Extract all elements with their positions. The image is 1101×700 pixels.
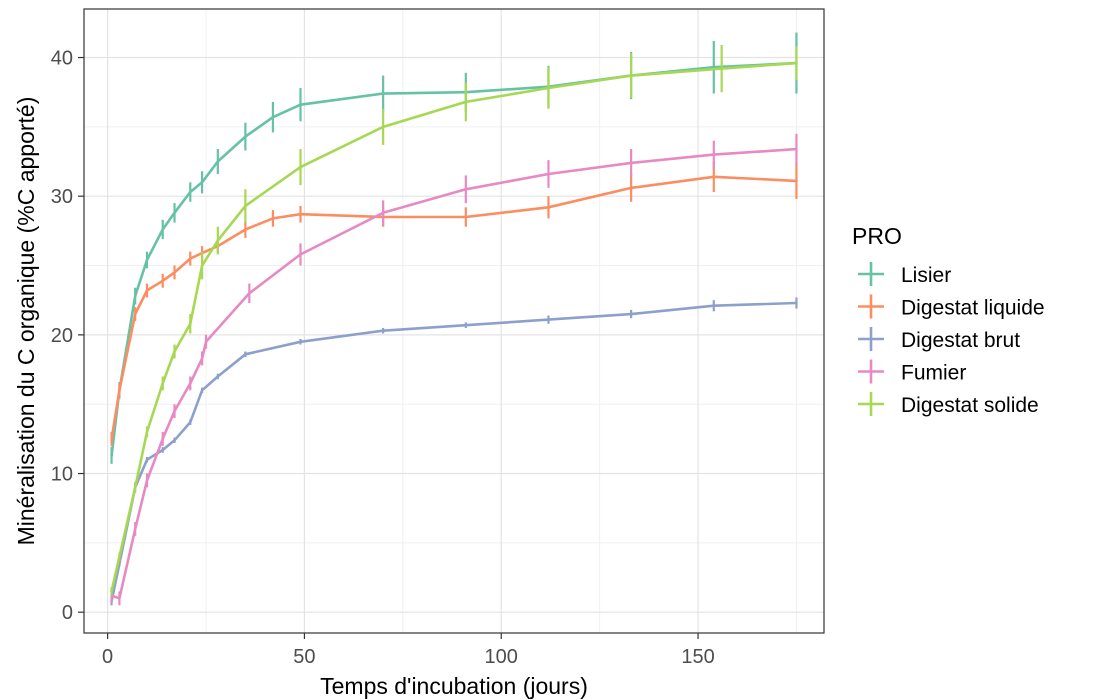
legend-item: Lisier xyxy=(858,262,951,287)
legend-label: Fumier xyxy=(901,362,966,385)
grid-layer xyxy=(84,9,824,633)
legend-label: Lisier xyxy=(901,264,951,287)
y-tick-label: 10 xyxy=(51,464,73,486)
legend-item: Digestat liquide xyxy=(858,294,1045,320)
x-axis-title: Temps d'incubation (jours) xyxy=(320,673,588,699)
legend-item: Digestat brut xyxy=(858,327,1020,352)
series-4 xyxy=(110,45,798,596)
legend-items: Lisier Digestat liquide Digestat brut Fumie… xyxy=(858,262,1045,417)
legend-label: Digestat brut xyxy=(901,329,1020,352)
y-tick-label: 0 xyxy=(62,602,73,624)
legend-title: PRO xyxy=(852,223,902,249)
x-tick-label: 50 xyxy=(293,646,315,668)
series-line xyxy=(110,175,798,441)
legend-item: Digestat solide xyxy=(858,392,1039,417)
axes-layer: 0 50 100 150 0 10 20 30 40 xyxy=(51,48,715,668)
legend-label: Digestat liquide xyxy=(901,297,1045,320)
legend-label: Digestat solide xyxy=(901,394,1039,417)
legend-item: Fumier xyxy=(858,359,966,385)
series-layer xyxy=(110,32,798,606)
y-tick-label: 30 xyxy=(51,186,73,208)
series-3 xyxy=(110,133,798,606)
y-axis-title: Minéralisation du C organique (%C apport… xyxy=(13,97,39,546)
plot-border xyxy=(83,8,825,634)
y-tick-label: 40 xyxy=(51,48,73,70)
legend: PRO Lisier Digestat liquide Digestat brut F… xyxy=(852,223,1045,417)
x-tick-label: 0 xyxy=(102,646,113,668)
x-tick-label: 100 xyxy=(485,646,518,668)
y-tick-label: 20 xyxy=(51,325,73,347)
x-tick-label: 150 xyxy=(681,646,714,668)
